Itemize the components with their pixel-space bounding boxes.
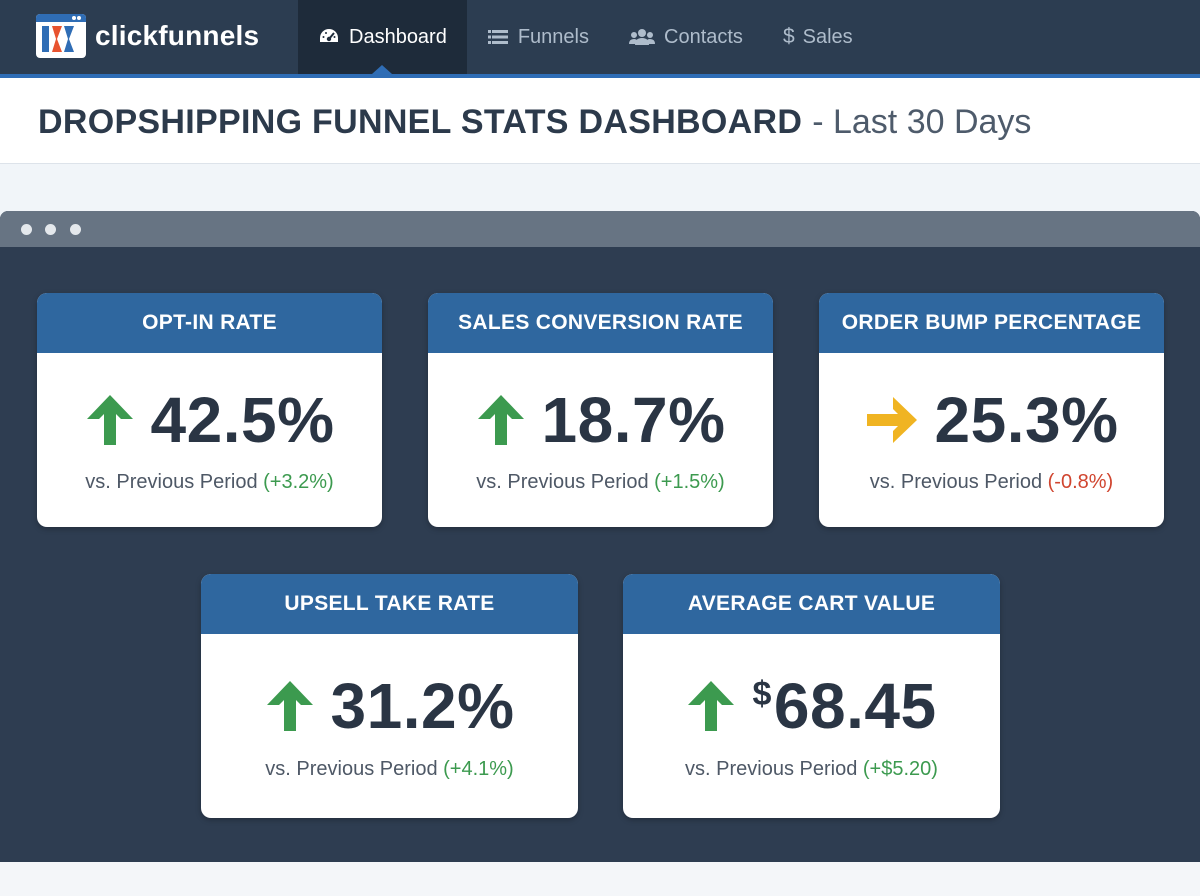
change-value: (+3.2%) [263, 471, 334, 493]
metric-title: UPSELL TAKE RATE [201, 574, 578, 634]
metric-card-sales-conversion-rate[interactable]: SALES CONVERSION RATE 18.7% vs. Previous… [428, 293, 773, 527]
panel-window-bar [0, 211, 1200, 247]
metric-value-row: 31.2% [201, 669, 578, 743]
comparison-label: vs. Previous Period [476, 471, 649, 493]
window-dot [45, 224, 56, 235]
users-icon [629, 27, 655, 47]
brand-name: clickfunnels [95, 20, 260, 51]
metric-value-row: 18.7% [428, 383, 773, 457]
main-nav: Dashboard Funnels [298, 0, 873, 74]
change-value: (+1.5%) [654, 471, 725, 493]
metric-value: 18.7% [541, 384, 726, 456]
metric-comparison: vs. Previous Period (-0.8%) [819, 471, 1164, 494]
window-dot [21, 224, 32, 235]
nav-accent-line [0, 74, 1200, 78]
metric-comparison: vs. Previous Period (+1.5%) [428, 471, 773, 494]
metric-title: SALES CONVERSION RATE [428, 293, 773, 353]
nav-label: Contacts [664, 25, 743, 48]
comparison-label: vs. Previous Period [85, 471, 258, 493]
metric-value: 42.5% [150, 384, 335, 456]
arrow-up-icon [265, 679, 315, 733]
window-dot [70, 224, 81, 235]
arrow-up-icon [85, 393, 135, 447]
nav-label: Dashboard [349, 25, 447, 48]
comparison-label: vs. Previous Period [265, 758, 438, 780]
page-footer-area [0, 862, 1200, 896]
currency-symbol: $ [752, 675, 772, 713]
arrow-right-icon [865, 395, 919, 445]
page-title-period: - Last 30 Days [812, 103, 1032, 141]
metric-value: 25.3% [934, 384, 1119, 456]
metric-amount: 68.45 [773, 670, 937, 742]
arrow-up-icon [686, 679, 736, 733]
metric-title: AVERAGE CART VALUE [623, 574, 1000, 634]
metric-value: 31.2% [330, 670, 515, 742]
metric-value-row: 25.3% [819, 383, 1164, 457]
top-navigation-bar: clickfunnels Dashboard [0, 0, 1200, 74]
metric-comparison: vs. Previous Period (+3.2%) [37, 471, 382, 494]
clickfunnels-logo-icon [36, 14, 86, 58]
page-title-main: DROPSHIPPING FUNNEL STATS DASHBOARD [38, 103, 803, 141]
brand-logo[interactable]: clickfunnels [36, 14, 259, 58]
comparison-label: vs. Previous Period [685, 758, 858, 780]
change-value: (+4.1%) [443, 758, 514, 780]
nav-item-contacts[interactable]: Contacts [609, 0, 763, 74]
metric-card-opt-in-rate[interactable]: OPT-IN RATE 42.5% vs. Previous Period (+… [37, 293, 382, 527]
metric-card-upsell-take-rate[interactable]: UPSELL TAKE RATE 31.2% vs. Previous Peri… [201, 574, 578, 818]
page-title: DROPSHIPPING FUNNEL STATS DASHBOARD - Las… [38, 103, 1031, 142]
nav-item-dashboard[interactable]: Dashboard [298, 0, 467, 74]
page-header: DROPSHIPPING FUNNEL STATS DASHBOARD - Las… [0, 78, 1200, 164]
list-icon [487, 28, 509, 46]
dollar-icon: $ [782, 25, 795, 48]
nav-label: Sales [802, 25, 853, 48]
nav-item-funnels[interactable]: Funnels [467, 0, 609, 74]
metric-card-order-bump-percentage[interactable]: ORDER BUMP PERCENTAGE 25.3% vs. Previous… [819, 293, 1164, 527]
metric-comparison: vs. Previous Period (+$5.20) [623, 758, 1000, 781]
speedometer-icon [318, 27, 340, 47]
metric-card-average-cart-value[interactable]: AVERAGE CART VALUE $68.45 vs. Previous P… [623, 574, 1000, 818]
change-value: (-0.8%) [1047, 471, 1114, 493]
metric-value-row: $68.45 [623, 669, 1000, 743]
comparison-label: vs. Previous Period [869, 471, 1043, 493]
nav-label: Funnels [517, 25, 589, 48]
metric-title: ORDER BUMP PERCENTAGE [819, 293, 1164, 353]
metric-value-row: 42.5% [37, 383, 382, 457]
metric-value: $68.45 [752, 669, 936, 743]
metric-comparison: vs. Previous Period (+4.1%) [201, 758, 578, 781]
change-value: (+$5.20) [862, 758, 938, 780]
metric-title: OPT-IN RATE [37, 293, 382, 353]
nav-item-sales[interactable]: $ Sales [763, 0, 873, 74]
arrow-up-icon [476, 393, 526, 447]
